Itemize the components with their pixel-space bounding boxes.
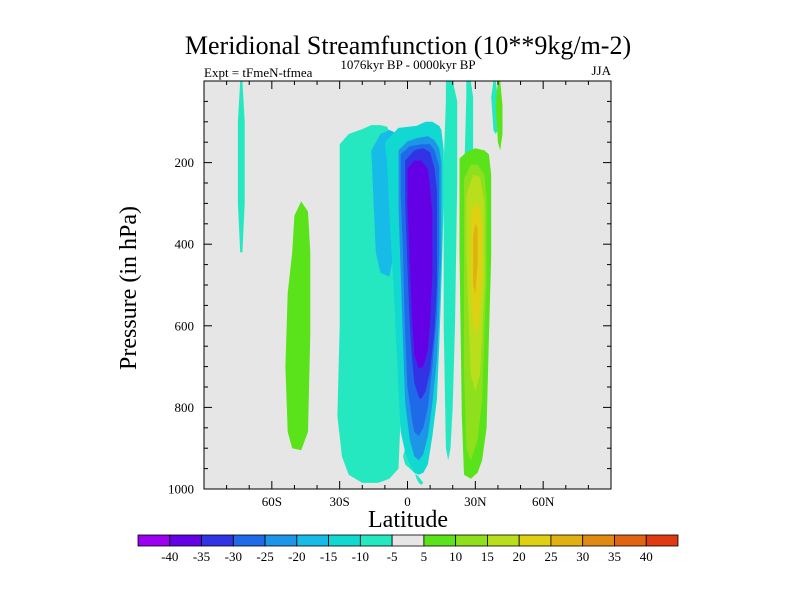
colorbar-label: -20 <box>288 549 305 564</box>
colorbar-swatch <box>328 534 361 547</box>
colorbar-swatch <box>423 534 457 547</box>
y-axis-ticks: 200 400 600 800 1000 <box>168 80 611 497</box>
colorbar-swatch <box>518 534 552 547</box>
x-tick-label: 60S <box>262 494 282 509</box>
colorbar-swatch <box>582 534 615 547</box>
colorbar-swatch <box>264 534 298 547</box>
colorbar-swatch <box>137 534 171 547</box>
colorbar-swatch <box>232 534 266 547</box>
colorbar-swatch <box>614 534 647 547</box>
colorbar-label: -30 <box>225 549 242 564</box>
colorbar-label: -10 <box>352 549 369 564</box>
x-axis-ticks: 60S 30S 0 30N 60N <box>203 81 612 509</box>
contour-region-13 <box>285 201 311 451</box>
colorbar-swatch <box>487 534 520 547</box>
colorbar-label: -40 <box>161 549 178 564</box>
contour-region-19 <box>473 223 478 294</box>
colorbar-label: -35 <box>193 549 210 564</box>
contour-region-5 <box>491 81 498 134</box>
colorbar-label: -15 <box>320 549 337 564</box>
y-tick-label: 1000 <box>168 482 194 497</box>
colorbar-swatch <box>391 534 425 547</box>
colorbar-label: 30 <box>576 549 589 564</box>
y-tick-label: 400 <box>175 237 195 252</box>
colorbar: -40 -35 -30 -25 -20 -15 -10 -5 5 10 15 20 25 30 35 40 <box>137 534 679 564</box>
colorbar-label: 10 <box>449 549 462 564</box>
y-axis-label: Pressure (in hPa) <box>116 206 142 370</box>
x-tick-label: 0 <box>404 494 411 509</box>
contour-region-3 <box>443 81 458 461</box>
colorbar-label: -25 <box>256 549 273 564</box>
contour-region-15 <box>495 81 503 151</box>
period-label: 1076kyr BP - 0000kyr BP <box>340 57 475 72</box>
x-axis-label: Latitude <box>368 507 448 533</box>
colorbar-label: 15 <box>481 549 494 564</box>
colorbar-label: 20 <box>513 549 526 564</box>
x-tick-label: 60N <box>532 494 555 509</box>
colorbar-label: 40 <box>640 549 653 564</box>
experiment-label: Expt = tFmeN-tfmea <box>204 65 313 80</box>
contour-region-12 <box>407 160 433 369</box>
y-tick-label: 800 <box>175 400 195 415</box>
colorbar-swatch <box>296 534 329 547</box>
colorbar-label: 25 <box>544 549 557 564</box>
colorbar-swatch <box>455 534 488 547</box>
season-label: JJA <box>591 63 611 78</box>
contour-region-0 <box>237 81 245 253</box>
x-tick-label: 30N <box>464 494 487 509</box>
contour-regions <box>237 81 503 485</box>
colorbar-swatch <box>169 534 202 547</box>
colorbar-swatch <box>201 534 234 547</box>
chart-title: Meridional Streamfunction (10**9kg/m-2) <box>185 31 631 60</box>
colorbar-label: -5 <box>387 549 398 564</box>
colorbar-swatch <box>645 534 679 547</box>
colorbar-swatch <box>550 534 584 547</box>
colorbar-swatch <box>359 534 393 547</box>
colorbar-label: 5 <box>421 549 428 564</box>
y-tick-label: 600 <box>175 318 195 333</box>
x-tick-label: 30S <box>330 494 350 509</box>
colorbar-label: 35 <box>608 549 621 564</box>
y-tick-label: 200 <box>175 155 195 170</box>
